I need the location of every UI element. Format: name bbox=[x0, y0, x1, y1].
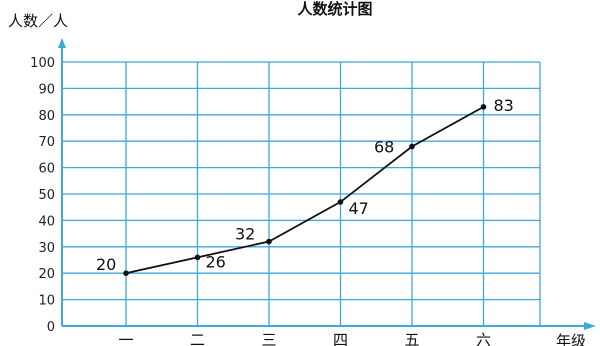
data-labels: 20 26 32 47 68 83 bbox=[96, 96, 514, 274]
data-point bbox=[409, 143, 415, 150]
data-label: 32 bbox=[235, 225, 255, 244]
y-tick-label: 0 bbox=[47, 320, 55, 335]
y-tick-label: 40 bbox=[38, 214, 55, 229]
x-tick-label: 一 bbox=[118, 331, 133, 346]
chart-title: 人数统计图 bbox=[297, 0, 372, 18]
y-tick-label: 20 bbox=[38, 267, 55, 282]
data-points bbox=[123, 104, 487, 277]
data-point bbox=[194, 254, 201, 261]
y-tick-label: 80 bbox=[38, 109, 55, 124]
data-label: 20 bbox=[96, 255, 116, 274]
x-tick-label: 五 bbox=[404, 331, 419, 346]
data-label: 83 bbox=[494, 96, 514, 115]
grid bbox=[62, 61, 541, 326]
axes bbox=[58, 38, 596, 330]
series-polyline bbox=[125, 106, 484, 275]
x-tick-label: 三 bbox=[261, 331, 276, 346]
x-tick-label: 六 bbox=[476, 331, 491, 346]
y-tick-label: 100 bbox=[30, 56, 55, 71]
y-tick-label: 70 bbox=[38, 135, 55, 150]
x-tick-label: 四 bbox=[333, 331, 348, 346]
data-label: 47 bbox=[349, 199, 369, 218]
x-axis-arrow-icon bbox=[584, 322, 596, 330]
y-tick-label: 30 bbox=[38, 241, 55, 256]
y-axis-arrow-icon bbox=[58, 38, 66, 48]
y-tick-label: 60 bbox=[38, 162, 55, 177]
y-tick-labels: 0 10 20 30 40 50 60 70 80 90 100 bbox=[30, 56, 55, 335]
x-tick-label: 二 bbox=[190, 331, 205, 346]
x-axis-label: 年级 bbox=[556, 332, 586, 346]
data-point bbox=[123, 270, 129, 277]
data-point bbox=[266, 238, 272, 245]
y-tick-label: 50 bbox=[38, 188, 55, 203]
data-point bbox=[480, 104, 487, 110]
x-tick-labels: 一二三四五六 bbox=[118, 331, 491, 346]
y-tick-label: 90 bbox=[38, 82, 55, 97]
data-point bbox=[337, 199, 344, 205]
data-label: 26 bbox=[206, 252, 226, 271]
y-axis-label: 人数／人 bbox=[8, 12, 68, 30]
y-tick-label: 10 bbox=[38, 294, 55, 309]
series-line bbox=[125, 106, 484, 275]
data-label: 68 bbox=[374, 137, 394, 156]
